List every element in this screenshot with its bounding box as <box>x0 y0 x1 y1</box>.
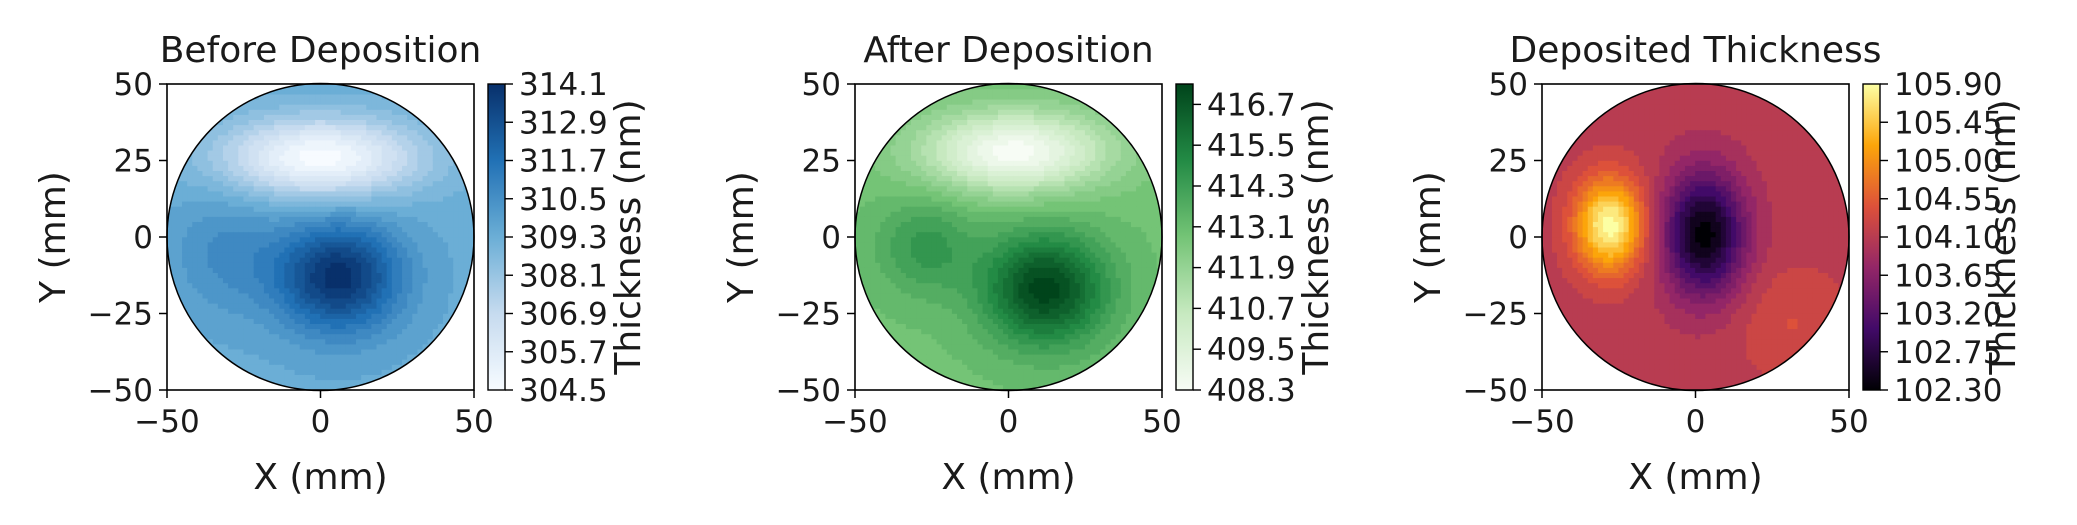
colorbar <box>1175 83 1194 391</box>
colorbar-tick-label: 104.10 <box>1894 220 2002 256</box>
y-tick-label: 50 <box>1489 67 1528 103</box>
colorbar-tick-label: 414.3 <box>1207 169 1296 205</box>
colorbar-tick-label: 416.7 <box>1207 87 1296 123</box>
colorbar-tick-label: 408.3 <box>1207 373 1296 409</box>
y-tick-label: −25 <box>1463 297 1528 333</box>
colorbar-tick-label: 312.9 <box>519 105 608 141</box>
colorbar-tick-label: 410.7 <box>1207 291 1296 327</box>
subplot-1: −50 0 50 50 25 0 −25 −50 Before Deposition X (mm)… <box>33 30 649 498</box>
y-tick-label: 50 <box>802 67 841 103</box>
y-tick-label: 25 <box>802 144 841 180</box>
colorbar-tick-label: 415.5 <box>1207 128 1296 164</box>
y-tick-label: 50 <box>114 67 153 103</box>
subplot-title: After Deposition <box>863 30 1153 71</box>
x-tick-label: 0 <box>311 404 331 440</box>
x-tick-label: 50 <box>1142 404 1181 440</box>
y-tick-label: 0 <box>1508 220 1528 256</box>
colorbar-tick-label: 411.9 <box>1207 251 1296 287</box>
colorbar-tick-label: 314.1 <box>519 67 608 103</box>
subplot-3: −50 0 50 50 25 0 −25 −50 Deposited Thickness X (m… <box>1408 30 2024 498</box>
x-tick-label: 0 <box>1686 404 1706 440</box>
colorbar-tick-label: 310.5 <box>519 182 608 218</box>
y-axis-label: Y (mm) <box>33 171 74 304</box>
colorbar-tick-label: 305.7 <box>519 335 608 371</box>
colorbar-tick-label: 102.30 <box>1894 373 2002 409</box>
colorbar-tick-label: 104.55 <box>1894 182 2002 218</box>
colorbar-tick-label: 105.00 <box>1894 144 2002 180</box>
y-tick-label: 0 <box>821 220 841 256</box>
x-tick-label: 50 <box>454 404 493 440</box>
heatmap-field <box>1542 83 1849 391</box>
colorbar-label: Thickness (nm) <box>1983 99 2024 375</box>
colorbar-tick-label: 103.65 <box>1894 258 2002 294</box>
colorbar <box>487 83 506 391</box>
colorbar <box>1862 83 1881 391</box>
y-tick-label: 25 <box>1489 144 1528 180</box>
subplot-2: −50 0 50 50 25 0 −25 −50 After Deposition X (mm) Y… <box>721 30 1337 498</box>
colorbar-tick-label: 309.3 <box>519 220 608 256</box>
colorbar-label: Thickness (nm) <box>1296 99 1337 375</box>
colorbar-tick-label: 311.7 <box>519 144 608 180</box>
x-axis-label: X (mm) <box>1628 457 1762 498</box>
colorbar-tick-label: 304.5 <box>519 373 608 409</box>
colorbar-tick-label: 413.1 <box>1207 210 1296 246</box>
y-tick-label: −25 <box>88 297 153 333</box>
heatmap-field <box>167 83 474 391</box>
subplot-title: Deposited Thickness <box>1510 30 1882 71</box>
subplot-title: Before Deposition <box>160 30 482 71</box>
colorbar-label: Thickness (nm) <box>608 99 649 375</box>
y-tick-label: −25 <box>776 297 841 333</box>
x-axis-label: X (mm) <box>253 457 387 498</box>
colorbar-tick-label: 308.1 <box>519 258 608 294</box>
colorbar-tick-label: 409.5 <box>1207 332 1296 368</box>
colorbar-tick-label: 105.45 <box>1894 105 2002 141</box>
x-tick-label: −50 <box>134 404 199 440</box>
y-axis-label: Y (mm) <box>1408 171 1449 304</box>
colorbar-tick-label: 102.75 <box>1894 335 2002 371</box>
colorbar-tick-label: 306.9 <box>519 297 608 333</box>
x-tick-label: 0 <box>999 404 1019 440</box>
y-axis-label: Y (mm) <box>721 171 762 304</box>
x-axis-label: X (mm) <box>941 457 1075 498</box>
y-tick-label: 0 <box>133 220 153 256</box>
x-tick-label: −50 <box>822 404 887 440</box>
y-tick-label: −50 <box>776 373 841 409</box>
colorbar-tick-label: 105.90 <box>1894 67 2002 103</box>
y-tick-label: −50 <box>1463 373 1528 409</box>
colorbar-tick-label: 103.20 <box>1894 297 2002 333</box>
y-tick-label: −50 <box>88 373 153 409</box>
y-tick-label: 25 <box>114 144 153 180</box>
heatmap-field <box>855 83 1162 391</box>
x-tick-label: −50 <box>1509 404 1574 440</box>
x-tick-label: 50 <box>1829 404 1868 440</box>
